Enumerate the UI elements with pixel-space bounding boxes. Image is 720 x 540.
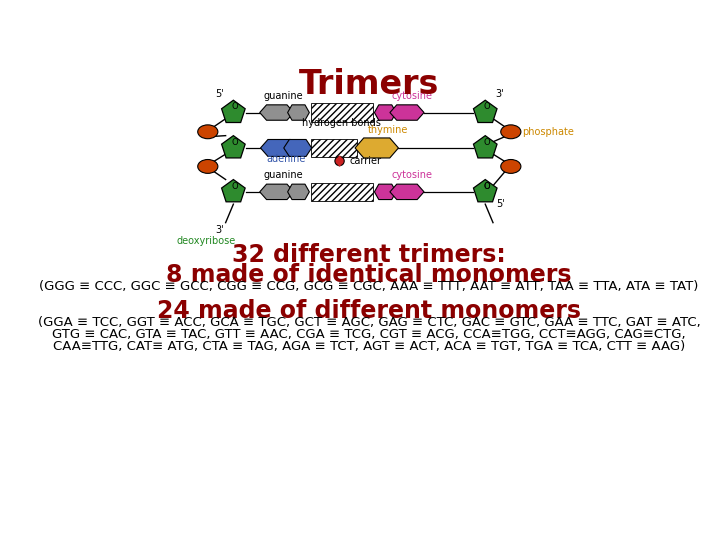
Polygon shape [390,105,424,120]
Polygon shape [260,184,294,200]
Polygon shape [374,105,396,120]
Text: cytosine: cytosine [391,91,432,100]
Text: carrier: carrier [350,156,382,166]
Text: CAA≡TTG, CAT≡ ATG, CTA ≡ TAG, AGA ≡ TCT, AGT ≡ ACT, ACA ≡ TGT, TGA ≡ TCA, CTT ≡ : CAA≡TTG, CAT≡ ATG, CTA ≡ TAG, AGA ≡ TCT,… [53,340,685,354]
Text: O: O [232,182,238,191]
Text: deoxyribose: deoxyribose [176,236,236,246]
Text: 32 different trimers:: 32 different trimers: [232,244,506,267]
Text: O: O [484,103,490,111]
Text: (GGA ≡ TCC, GGT ≡ ACC, GCA ≡ TGC, GCT ≡ AGC, GAG ≡ CTC, GAC ≡ GTC, GAA ≡ TTC, GA: (GGA ≡ TCC, GGT ≡ ACC, GCA ≡ TGC, GCT ≡ … [37,316,701,329]
Polygon shape [355,138,398,158]
Polygon shape [284,139,312,157]
Polygon shape [374,184,396,200]
Text: 8 made of identical monomers: 8 made of identical monomers [166,264,572,287]
Polygon shape [222,179,246,202]
Polygon shape [260,105,294,120]
Text: O: O [484,138,490,147]
Bar [311,183,373,201]
Polygon shape [474,179,497,202]
Text: guanine: guanine [264,91,304,100]
Ellipse shape [500,159,521,173]
Ellipse shape [198,159,218,173]
Text: adenine: adenine [266,154,306,164]
Polygon shape [261,139,297,157]
Text: O: O [484,182,490,191]
Ellipse shape [500,125,521,139]
Polygon shape [222,136,246,158]
Polygon shape [287,184,310,200]
Polygon shape [390,184,424,200]
Text: O: O [484,182,490,191]
Text: 5': 5' [215,89,224,99]
Polygon shape [287,105,310,120]
Text: phosphate: phosphate [523,127,575,137]
Bar [311,139,357,157]
Text: cytosine: cytosine [391,170,432,180]
Ellipse shape [198,125,218,139]
Text: 3': 3' [215,225,224,235]
Text: guanine: guanine [264,170,304,180]
Polygon shape [474,136,497,158]
Text: GTG ≡ CAC, GTA ≡ TAC, GTT ≡ AAC, CGA ≡ TCG, CGT ≡ ACG, CCA≡TGG, CCT≡AGG, CAG≡CTG: GTG ≡ CAC, GTA ≡ TAC, GTT ≡ AAC, CGA ≡ T… [52,328,686,341]
Text: thymine: thymine [368,125,408,134]
Text: 24 made of different monomers: 24 made of different monomers [157,299,581,323]
Text: O: O [232,138,238,147]
Text: 3': 3' [495,89,503,99]
Text: (GGG ≡ CCC, GGC ≡ GCC, CGG ≡ CCG, GCG ≡ CGC, AAA ≡ TTT, AAT ≡ ATT, TAA ≡ TTA, AT: (GGG ≡ CCC, GGC ≡ GCC, CGG ≡ CCG, GCG ≡ … [40,280,698,293]
Bar [311,103,373,122]
Text: 5': 5' [496,199,505,209]
Text: O: O [232,103,238,111]
Ellipse shape [335,157,344,166]
Polygon shape [222,100,246,123]
Text: hydrogen bonds: hydrogen bonds [302,118,382,129]
Polygon shape [474,100,497,123]
Text: Trimers: Trimers [299,68,439,101]
